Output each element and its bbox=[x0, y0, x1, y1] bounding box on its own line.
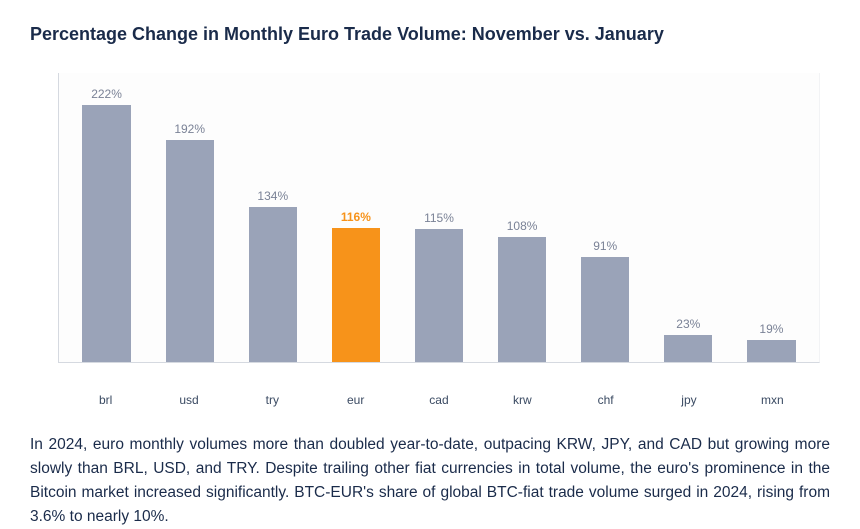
x-category-label: eur bbox=[314, 393, 397, 407]
bar bbox=[166, 140, 214, 362]
bar-slot: 23% bbox=[647, 73, 730, 362]
x-category-label: usd bbox=[147, 393, 230, 407]
bar-value-label: 116% bbox=[341, 210, 371, 224]
bar bbox=[249, 207, 297, 362]
x-category-label: try bbox=[231, 393, 314, 407]
bar-slot: 91% bbox=[564, 73, 647, 362]
bar-slot: 116% bbox=[314, 73, 397, 362]
bars-container: 222% 192% 134% 116% 115% 108% 91% 23% 19% bbox=[59, 73, 819, 362]
bar-slot: 108% bbox=[481, 73, 564, 362]
bar bbox=[664, 335, 712, 362]
caption-text: In 2024, euro monthly volumes more than … bbox=[30, 433, 830, 529]
x-axis: brlusdtryeurcadkrwchfjpymxn bbox=[58, 387, 820, 407]
bar bbox=[82, 105, 130, 362]
bar-value-label: 192% bbox=[174, 122, 205, 136]
bar bbox=[415, 229, 463, 362]
bar bbox=[498, 237, 546, 362]
x-category-label: cad bbox=[397, 393, 480, 407]
bar-value-label: 222% bbox=[91, 87, 122, 101]
x-category-label: chf bbox=[564, 393, 647, 407]
bar-slot: 19% bbox=[730, 73, 813, 362]
bar-value-label: 19% bbox=[759, 322, 783, 336]
bar bbox=[332, 228, 380, 362]
bar bbox=[747, 340, 795, 362]
bar-value-label: 108% bbox=[507, 219, 538, 233]
x-category-label: mxn bbox=[731, 393, 814, 407]
bar-slot: 222% bbox=[65, 73, 148, 362]
chart-title: Percentage Change in Monthly Euro Trade … bbox=[30, 24, 830, 45]
x-category-label: krw bbox=[481, 393, 564, 407]
chart-area: Change (%) 222% 192% 134% 116% 115% 108% 91% 23… bbox=[30, 73, 830, 363]
bar bbox=[581, 257, 629, 362]
bar-value-label: 134% bbox=[257, 189, 288, 203]
bar-value-label: 91% bbox=[593, 239, 617, 253]
bar-value-label: 23% bbox=[676, 317, 700, 331]
x-category-label: jpy bbox=[647, 393, 730, 407]
x-category-label: brl bbox=[64, 393, 147, 407]
y-axis-label-wrap: Change (%) bbox=[30, 73, 58, 363]
bar-slot: 192% bbox=[148, 73, 231, 362]
bar-slot: 115% bbox=[397, 73, 480, 362]
bar-value-label: 115% bbox=[424, 211, 454, 225]
chart-plot: 222% 192% 134% 116% 115% 108% 91% 23% 19% bbox=[58, 73, 820, 363]
bar-slot: 134% bbox=[231, 73, 314, 362]
